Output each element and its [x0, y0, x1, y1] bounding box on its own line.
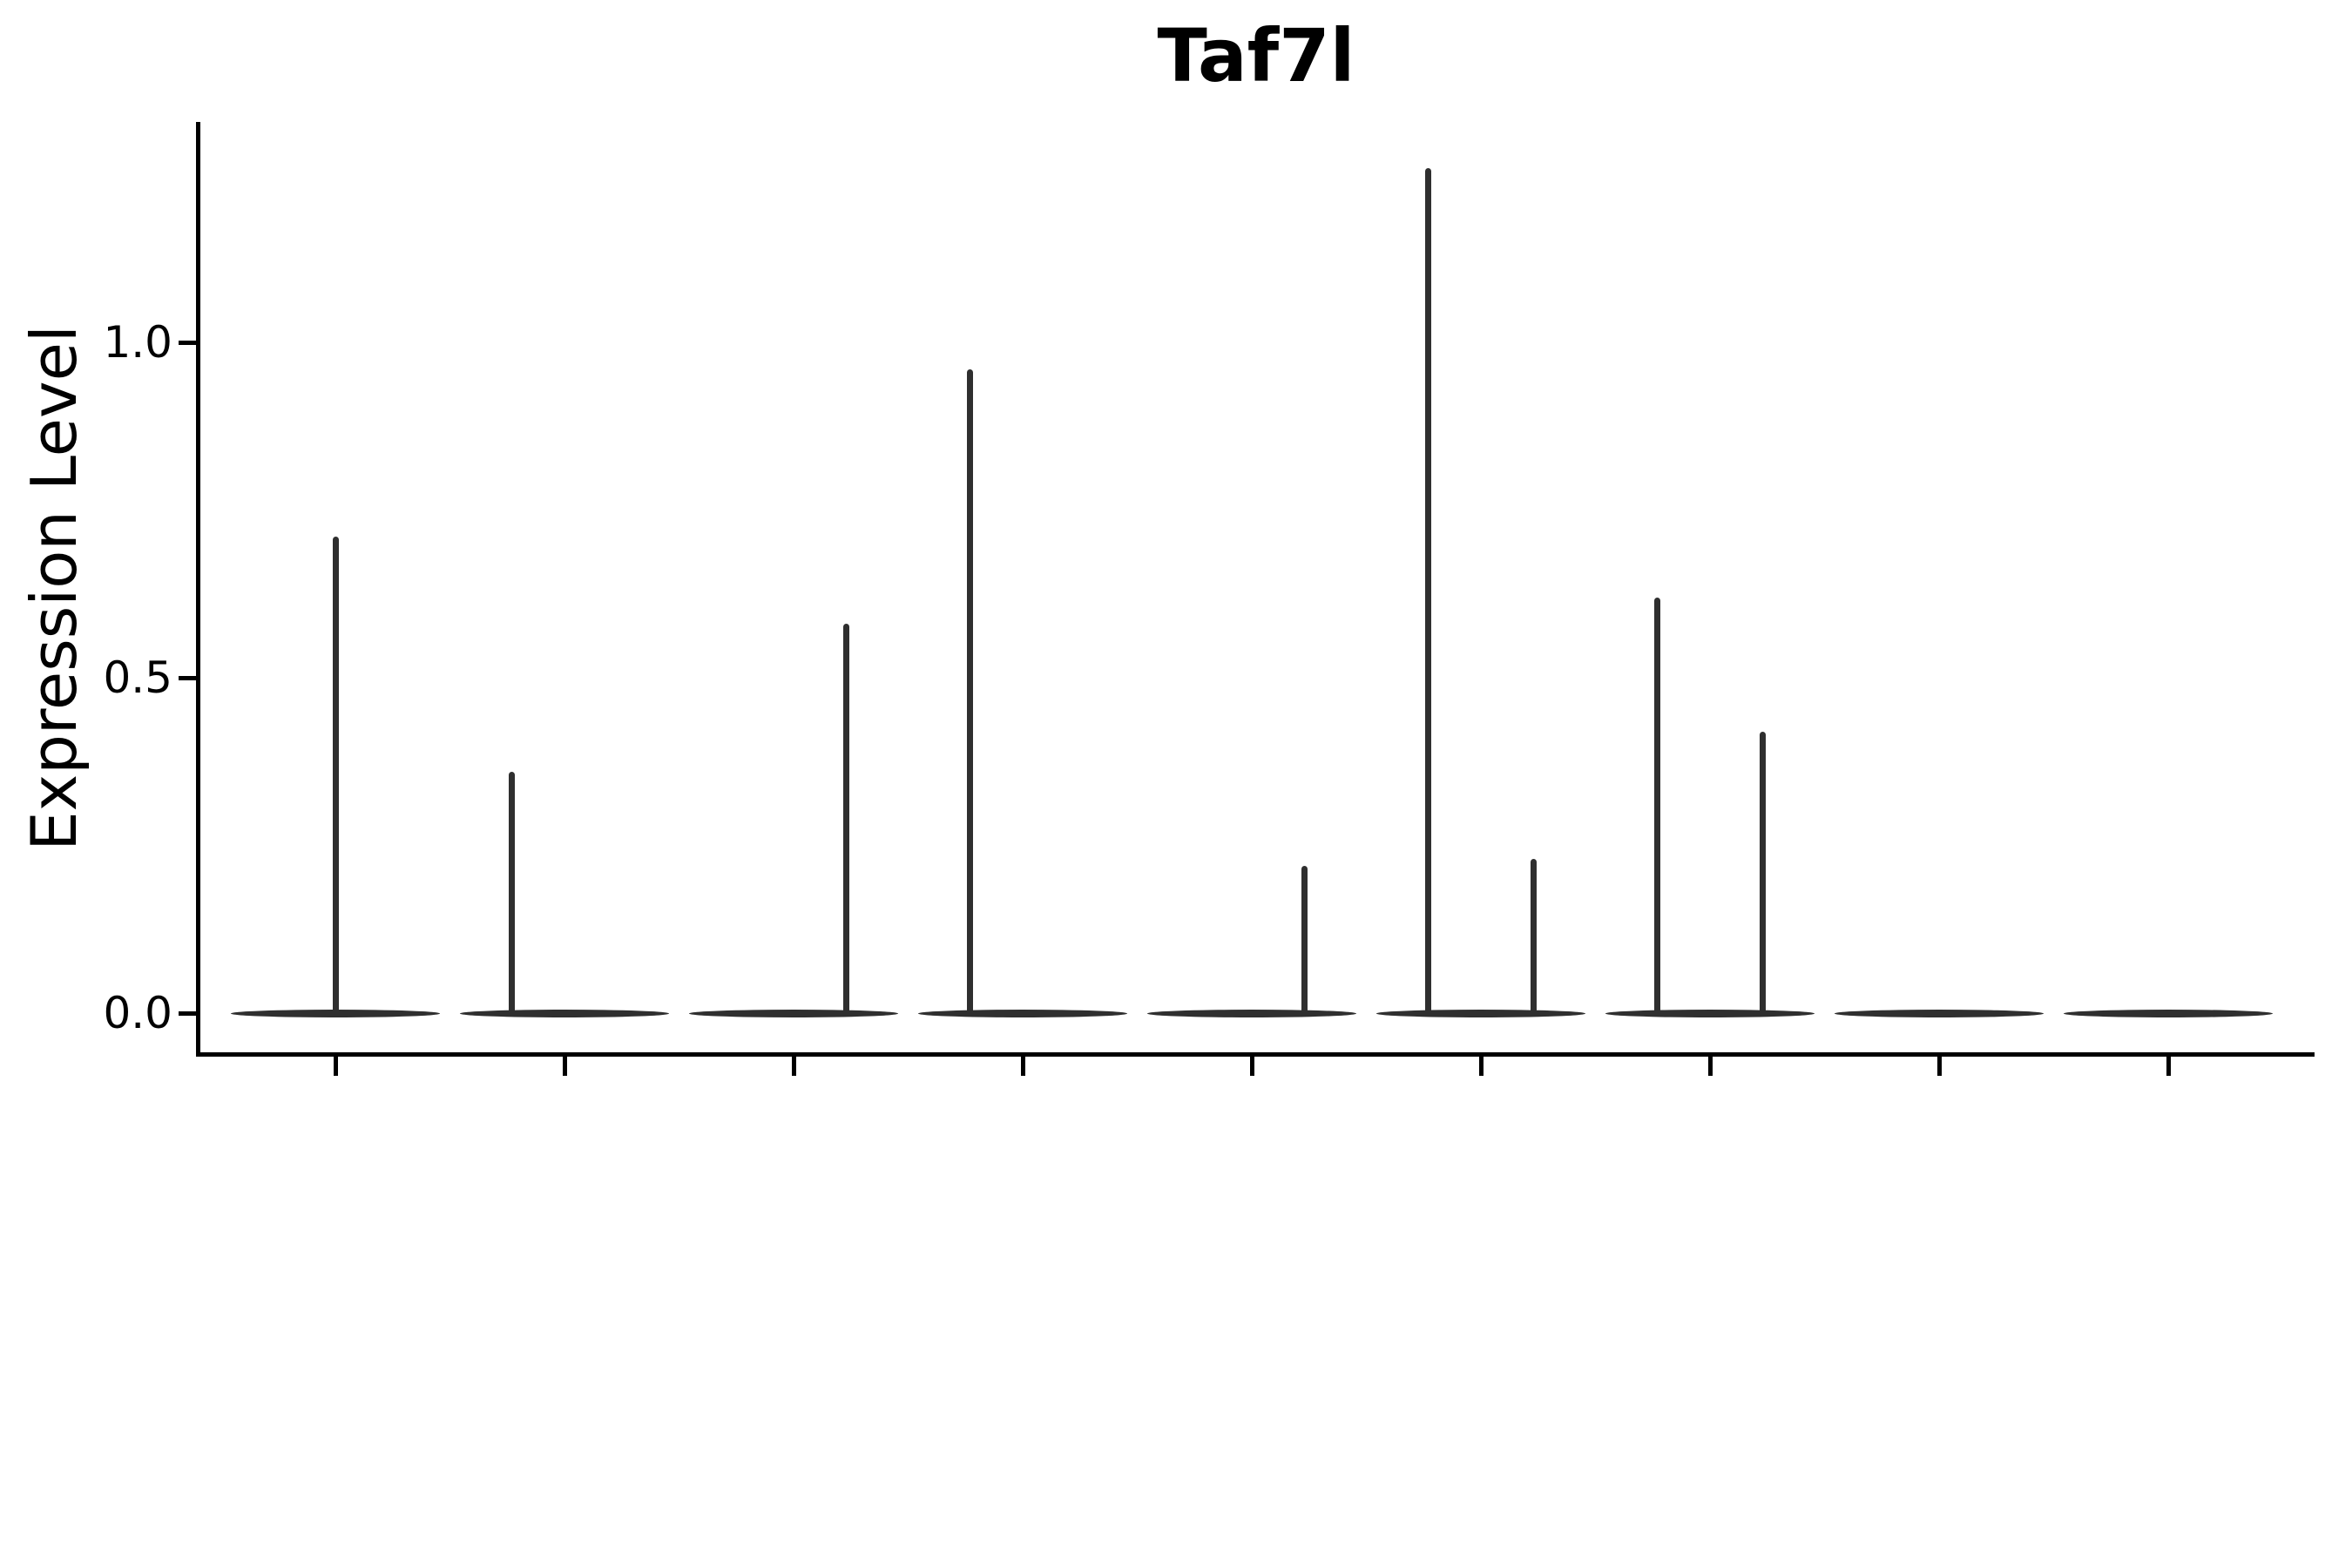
x-tick: [562, 1056, 567, 1076]
violin-tail: [1654, 597, 1660, 1017]
y-tick-label: 0.0: [103, 988, 172, 1038]
x-tick: [791, 1056, 796, 1076]
x-tick: [1707, 1056, 1713, 1076]
violin-tail: [1759, 731, 1766, 1017]
x-tick: [1936, 1056, 1942, 1076]
violin-body: [689, 1009, 898, 1017]
x-tick: [1249, 1056, 1254, 1076]
violin-tail: [1301, 865, 1308, 1017]
y-axis-label: Expression Level: [17, 325, 91, 851]
y-tick-label: 1.0: [103, 317, 172, 368]
violin-body: [1605, 1009, 1815, 1017]
violin-tail: [1530, 858, 1537, 1017]
violin-tail: [332, 537, 339, 1017]
y-tick: [179, 340, 196, 345]
y-tick-label: 0.5: [103, 652, 172, 703]
x-tick: [1478, 1056, 1484, 1076]
x-axis-spine: [196, 1051, 2315, 1057]
violin-body: [1835, 1009, 2044, 1017]
violin-tail: [509, 771, 515, 1017]
violin-body: [460, 1009, 669, 1017]
violin-tail: [1425, 167, 1431, 1017]
violin-tail: [967, 368, 973, 1017]
x-tick: [2166, 1056, 2171, 1076]
y-axis-spine: [196, 122, 200, 1057]
chart-title: Taf7l: [1157, 13, 1355, 98]
x-tick: [333, 1056, 338, 1076]
violin-body: [1147, 1009, 1356, 1017]
violin-body: [1376, 1009, 1585, 1017]
violin-tail: [842, 624, 849, 1017]
violin-body: [2064, 1009, 2273, 1017]
y-tick: [179, 675, 196, 680]
x-tick: [1020, 1056, 1025, 1076]
violin-body: [918, 1009, 1127, 1017]
y-tick: [179, 1010, 196, 1016]
